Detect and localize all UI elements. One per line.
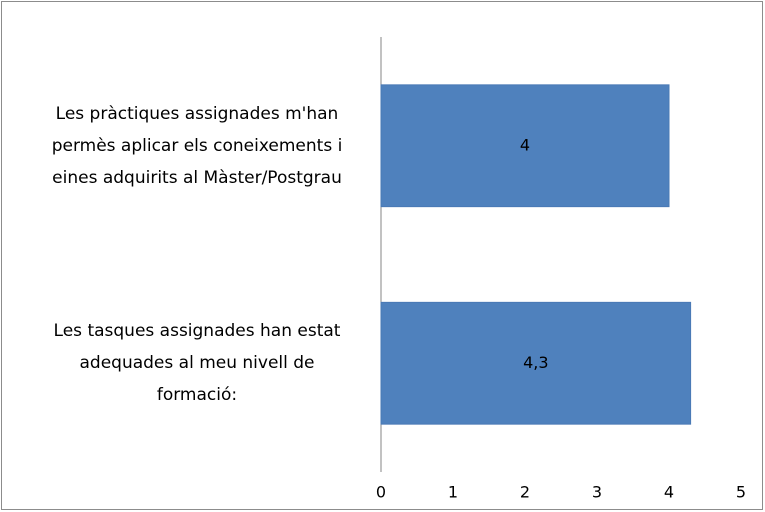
bar [380,84,670,208]
x-tick-label: 4 [664,483,674,502]
bar [380,301,692,425]
x-tick-label: 1 [448,483,458,502]
value-label: 4,3 [523,353,548,372]
x-tick-label: 5 [736,483,746,502]
value-label: 4 [520,135,530,154]
x-tick-label: 2 [520,483,530,502]
x-tick-label: 0 [376,483,386,502]
category-label: Les pràctiques assignades m'han permès a… [51,103,343,188]
category-label: Les tasques assignades han estat adequad… [53,321,341,406]
x-tick-label: 3 [592,483,602,502]
